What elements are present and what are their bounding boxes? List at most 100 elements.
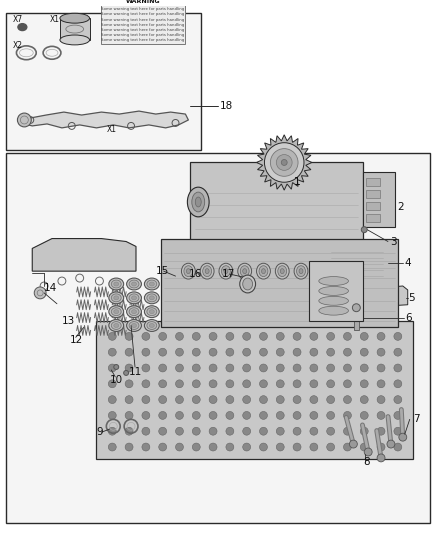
Circle shape	[361, 227, 367, 232]
Circle shape	[259, 411, 268, 419]
Circle shape	[293, 380, 301, 387]
Ellipse shape	[109, 292, 124, 304]
Circle shape	[377, 443, 385, 451]
Ellipse shape	[257, 263, 270, 279]
Circle shape	[310, 364, 318, 372]
Circle shape	[293, 364, 301, 372]
Circle shape	[159, 348, 166, 356]
Ellipse shape	[240, 266, 249, 277]
Circle shape	[192, 443, 200, 451]
Ellipse shape	[129, 294, 139, 302]
Bar	[366, 214, 380, 222]
Ellipse shape	[114, 282, 119, 286]
Ellipse shape	[200, 263, 214, 279]
Bar	[366, 178, 380, 186]
Circle shape	[176, 380, 184, 387]
Circle shape	[343, 364, 351, 372]
Circle shape	[394, 380, 402, 387]
Circle shape	[142, 443, 150, 451]
Circle shape	[192, 427, 200, 435]
Circle shape	[176, 348, 184, 356]
Ellipse shape	[276, 263, 289, 279]
Ellipse shape	[149, 324, 154, 327]
Circle shape	[327, 333, 335, 341]
Circle shape	[360, 427, 368, 435]
Text: 8: 8	[363, 457, 370, 467]
Circle shape	[226, 411, 234, 419]
Circle shape	[125, 427, 133, 435]
Ellipse shape	[111, 321, 121, 329]
Text: WARNING: WARNING	[126, 0, 160, 4]
Ellipse shape	[114, 310, 119, 313]
Text: 11: 11	[129, 367, 142, 377]
Ellipse shape	[109, 278, 124, 290]
Circle shape	[176, 364, 184, 372]
Circle shape	[159, 427, 166, 435]
Polygon shape	[32, 239, 136, 271]
Text: X2: X2	[13, 42, 22, 51]
Circle shape	[114, 365, 119, 369]
Circle shape	[327, 427, 335, 435]
Ellipse shape	[60, 13, 89, 23]
Circle shape	[243, 427, 251, 435]
Circle shape	[176, 443, 184, 451]
Circle shape	[360, 411, 368, 419]
Ellipse shape	[129, 308, 139, 316]
Circle shape	[394, 443, 402, 451]
Text: X1: X1	[50, 15, 60, 23]
Ellipse shape	[127, 278, 141, 290]
Circle shape	[125, 395, 133, 403]
Circle shape	[399, 433, 407, 441]
Bar	[363, 172, 395, 227]
Ellipse shape	[224, 269, 228, 273]
Circle shape	[293, 395, 301, 403]
Ellipse shape	[299, 269, 303, 273]
Circle shape	[142, 395, 150, 403]
Circle shape	[192, 380, 200, 387]
Circle shape	[327, 364, 335, 372]
Text: 3: 3	[390, 237, 396, 247]
Bar	[366, 190, 380, 198]
Circle shape	[18, 113, 31, 127]
Ellipse shape	[243, 278, 253, 290]
Ellipse shape	[319, 296, 349, 305]
Circle shape	[360, 380, 368, 387]
Circle shape	[343, 427, 351, 435]
Ellipse shape	[259, 266, 268, 277]
Ellipse shape	[131, 282, 137, 286]
Text: X1: X1	[106, 125, 117, 134]
Ellipse shape	[187, 187, 209, 217]
Ellipse shape	[243, 269, 247, 273]
Bar	[191, 163, 363, 241]
Ellipse shape	[127, 320, 141, 332]
Ellipse shape	[129, 321, 139, 329]
Circle shape	[125, 348, 133, 356]
Ellipse shape	[149, 296, 154, 300]
Circle shape	[343, 348, 351, 356]
Circle shape	[394, 395, 402, 403]
Ellipse shape	[114, 296, 119, 300]
Ellipse shape	[60, 35, 89, 45]
Circle shape	[209, 348, 217, 356]
Circle shape	[226, 348, 234, 356]
Bar	[102, 0, 185, 44]
Circle shape	[209, 411, 217, 419]
Bar	[309, 261, 363, 320]
Circle shape	[108, 395, 116, 403]
Ellipse shape	[181, 263, 195, 279]
Text: X7: X7	[13, 15, 23, 23]
Circle shape	[209, 427, 217, 435]
Circle shape	[394, 427, 402, 435]
Circle shape	[125, 380, 133, 387]
Circle shape	[124, 370, 129, 375]
Ellipse shape	[278, 266, 287, 277]
Circle shape	[276, 348, 284, 356]
Text: 2: 2	[397, 202, 403, 212]
Text: 4: 4	[405, 259, 411, 268]
Circle shape	[259, 443, 268, 451]
Circle shape	[265, 143, 304, 182]
Ellipse shape	[145, 292, 159, 304]
Circle shape	[176, 427, 184, 435]
Circle shape	[209, 333, 217, 341]
Circle shape	[343, 411, 351, 419]
